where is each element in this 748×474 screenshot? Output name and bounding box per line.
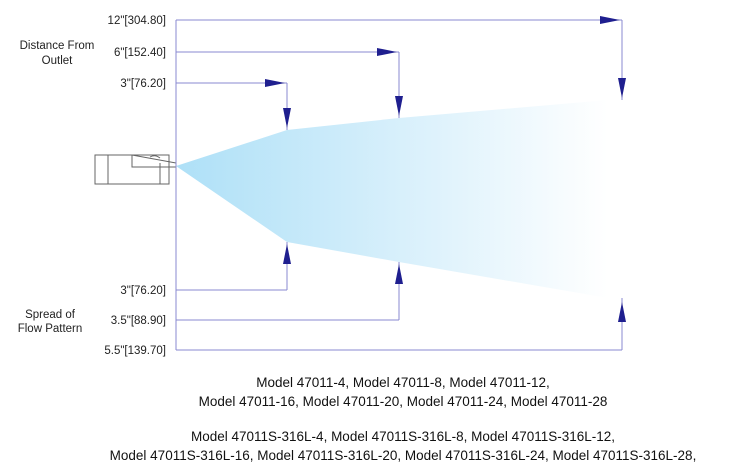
distance-label: 6"[152.40] — [114, 47, 166, 59]
distance-label: 3"[76.20] — [120, 78, 166, 90]
spread-label: 5.5"[139.70] — [104, 345, 166, 357]
spray-pattern — [176, 100, 608, 298]
distance-heading: Distance From — [20, 40, 95, 52]
model-list-line: Model 47011S-316L-4, Model 47011S-316L-8… — [191, 429, 615, 444]
model-list-line: Model 47011-16, Model 47011-20, Model 47… — [199, 394, 608, 409]
spread-label: 3.5"[88.90] — [111, 315, 166, 327]
model-list-line: Model 47011-4, Model 47011-8, Model 4701… — [256, 375, 549, 390]
spread-heading: Flow Pattern — [18, 323, 83, 335]
arrowheads — [265, 16, 626, 322]
distance-label: 12"[304.80] — [108, 15, 166, 27]
model-list-line: Model 47011S-316L-16, Model 47011S-316L-… — [110, 448, 697, 463]
spread-label: 3"[76.20] — [120, 285, 166, 297]
nozzle-outline — [94, 154, 177, 185]
spread-heading: Spread of — [25, 309, 76, 321]
distance-heading: Outlet — [42, 55, 73, 67]
